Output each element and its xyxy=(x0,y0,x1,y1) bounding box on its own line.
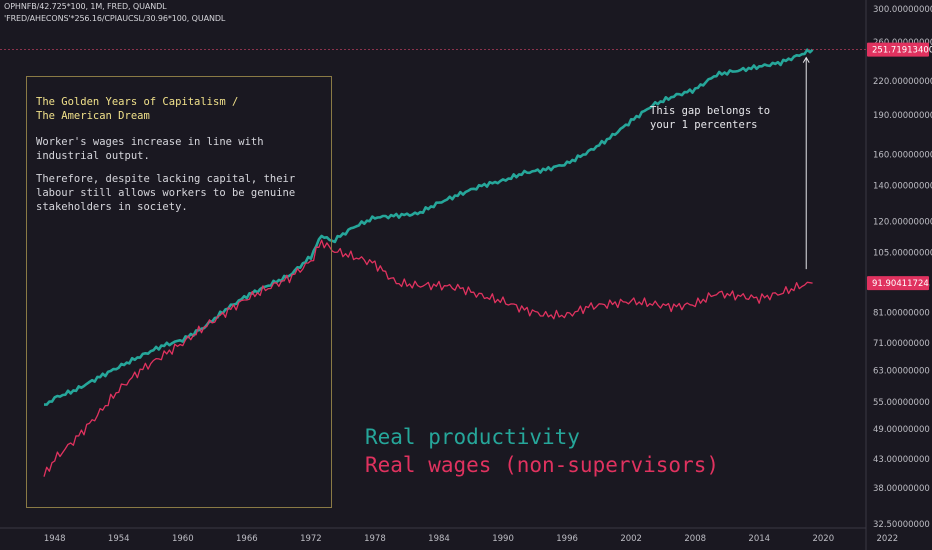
y-tick-label: 190.00000000 xyxy=(873,111,932,121)
y-tick-label: 49.00000000 xyxy=(873,425,930,435)
gap-arrow-head xyxy=(802,56,810,63)
golden-years-box: The Golden Years of Capitalism / The Ame… xyxy=(26,76,332,508)
series-line-productivity xyxy=(44,48,814,406)
y-tick-label: 32.50000000 xyxy=(873,520,930,530)
header-line-2: 'FRED/AHECONS'*256.16/CPIAUCSL/30.96*100… xyxy=(4,14,226,23)
x-tick-label: 2002 xyxy=(620,534,642,544)
y-tick-label: 63.00000000 xyxy=(873,367,930,377)
y-tick-label: 160.00000000 xyxy=(873,151,932,161)
y-tick-label: 140.00000000 xyxy=(873,182,932,192)
series-line-wages xyxy=(43,239,813,477)
x-tick-label: 2022 xyxy=(877,534,899,544)
x-tick-label: 2008 xyxy=(684,534,706,544)
box-p1-line-2: industrial output. xyxy=(36,150,150,162)
box-p1-line-1: Worker's wages increase in line with xyxy=(36,136,264,148)
y-axis: 300.00000000260.00000000220.00000000190.… xyxy=(873,5,932,530)
legend-wages: Real wages (non-supervisors) xyxy=(365,453,720,477)
box-paragraph-2: Therefore, despite lacking capital, thei… xyxy=(36,172,326,214)
gap-note: This gap belongs to your 1 percenters xyxy=(650,104,770,132)
x-tick-label: 2014 xyxy=(748,534,770,544)
y-tick-label: 43.00000000 xyxy=(873,455,930,465)
last-value-label: 251.71913400 xyxy=(872,46,932,56)
box-paragraph-1: Worker's wages increase in line with ind… xyxy=(36,135,326,163)
series-layer xyxy=(43,48,814,477)
box-p2-line-1: Therefore, despite lacking capital, thei… xyxy=(36,173,296,185)
y-tick-label: 81.00000000 xyxy=(873,308,930,318)
x-tick-label: 1966 xyxy=(236,534,258,544)
x-axis: 1948 1954 1960 1966 1972 1978 1984 1990 1996 2002… xyxy=(44,534,898,544)
x-tick-label: 1996 xyxy=(556,534,578,544)
y-tick-label: 105.00000000 xyxy=(873,248,932,258)
gap-note-line-1: This gap belongs to xyxy=(650,105,771,117)
box-p2-line-3: stakeholders in society. xyxy=(36,201,188,213)
extras-layer: 251.71913400 91.90411724 xyxy=(0,42,932,291)
y-tick-label: 71.00000000 xyxy=(873,339,930,349)
x-tick-label: 2020 xyxy=(812,534,834,544)
y-tick-label: 220.00000000 xyxy=(873,77,932,87)
grid xyxy=(0,0,867,550)
x-tick-label: 1948 xyxy=(44,534,66,544)
gap-note-line-2: your 1 percenters xyxy=(650,119,758,131)
x-tick-label: 1954 xyxy=(108,534,130,544)
last-value-label: 91.90411724 xyxy=(872,279,929,289)
x-tick-label: 1960 xyxy=(172,534,194,544)
last-value-badge xyxy=(867,42,929,57)
box-title: The Golden Years of Capitalism / The Ame… xyxy=(36,95,238,123)
x-tick-label: 1972 xyxy=(300,534,322,544)
y-tick-label: 38.00000000 xyxy=(873,484,930,494)
x-tick-label: 1990 xyxy=(492,534,514,544)
last-value-badge xyxy=(867,276,929,291)
box-p2-line-2: labour still allows workers to be genuin… xyxy=(36,187,296,199)
x-tick-label: 1978 xyxy=(364,534,386,544)
legend-productivity: Real productivity xyxy=(365,425,580,449)
y-tick-label: 55.00000000 xyxy=(873,398,930,408)
box-title-line-2: The American Dream xyxy=(36,110,150,122)
header-line-1: OPHNFB/42.725*100, 1M, FRED, QUANDL xyxy=(4,2,167,11)
y-tick-label: 300.00000000 xyxy=(873,5,932,15)
x-tick-label: 1984 xyxy=(428,534,450,544)
box-title-line-1: The Golden Years of Capitalism / xyxy=(36,96,239,108)
y-tick-label: 120.00000000 xyxy=(873,217,932,227)
